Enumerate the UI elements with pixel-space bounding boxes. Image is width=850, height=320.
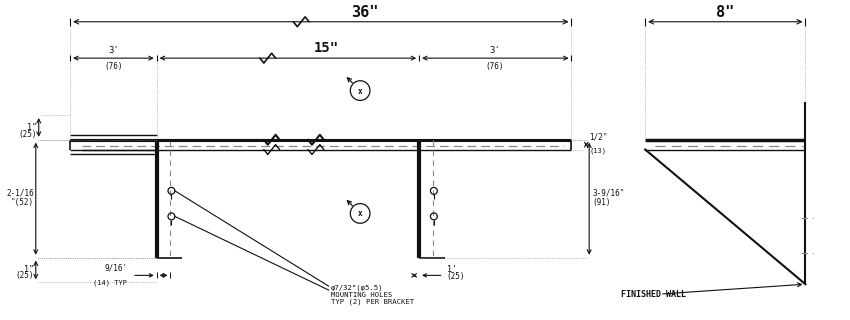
Text: FINISHED WALL: FINISHED WALL [620, 290, 686, 299]
Text: (14) TYP: (14) TYP [94, 279, 128, 286]
Text: 9/16': 9/16' [104, 263, 128, 272]
Text: x: x [358, 86, 362, 96]
Text: (25): (25) [15, 271, 34, 280]
Text: 1': 1' [446, 265, 456, 274]
Text: φ7/32"(φ5.5)
MOUNTING HOLES
TYP (2) PER BRACKET: φ7/32"(φ5.5) MOUNTING HOLES TYP (2) PER … [331, 284, 414, 305]
Text: (76): (76) [105, 62, 122, 71]
Text: x: x [358, 209, 362, 219]
Text: 15": 15" [314, 41, 339, 55]
Text: 1": 1" [26, 124, 37, 132]
Text: 3': 3' [108, 46, 119, 55]
Text: (76): (76) [485, 62, 504, 71]
Text: (25): (25) [18, 130, 37, 139]
Text: 3': 3' [490, 46, 500, 55]
Text: 36": 36" [351, 5, 379, 20]
Text: 8": 8" [716, 5, 734, 20]
Text: (25): (25) [446, 272, 465, 281]
Text: 1/2": 1/2" [589, 133, 608, 142]
Text: 2-1/16: 2-1/16 [6, 188, 34, 197]
Text: (91): (91) [592, 198, 610, 207]
Text: (13): (13) [589, 148, 606, 154]
Text: 3-9/16": 3-9/16" [592, 188, 625, 197]
Text: "(52): "(52) [11, 198, 34, 207]
Text: 1": 1" [24, 265, 34, 274]
